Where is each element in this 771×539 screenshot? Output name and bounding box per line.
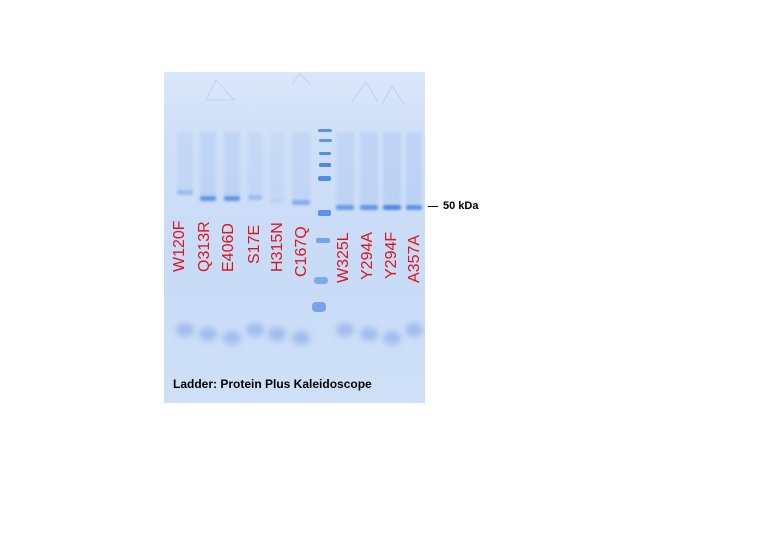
dye-front-blob (246, 323, 264, 337)
lane-label-9: Y294F (383, 231, 400, 279)
lane-smear (248, 132, 262, 195)
lane-label-3: E406D (220, 223, 237, 272)
protein-band (406, 205, 422, 210)
lane-smear (360, 132, 378, 205)
lane-label-4: S17E (246, 224, 263, 264)
ladder-caption: Ladder: Protein Plus Kaleidoscope (173, 377, 372, 391)
gel-image: W120F Q313R E406D S17E H315N C167Q W325L… (164, 72, 425, 403)
protein-band (200, 196, 216, 201)
ladder-band (316, 238, 330, 243)
lane-smear (224, 132, 240, 196)
dye-front-blob (360, 327, 378, 341)
lane-smear (406, 132, 422, 205)
gel-bands (176, 73, 423, 345)
dye-front-blob (268, 327, 286, 341)
dye-front-blob (176, 323, 194, 337)
protein-band (292, 200, 310, 205)
marker-label: 50 kDa (443, 200, 479, 212)
lane-smear (383, 132, 401, 205)
protein-band (224, 196, 240, 201)
lane-label-8: Y294A (359, 231, 376, 280)
marker-tick (428, 205, 438, 207)
lane-smear (336, 132, 354, 205)
ladder-band (318, 210, 331, 216)
dye-front-blob (292, 331, 310, 345)
protein-band (360, 205, 378, 210)
protein-band (270, 198, 284, 203)
dye-front-blob (383, 331, 401, 345)
ladder-band (318, 129, 332, 132)
ladder-band (319, 139, 332, 142)
protein-band (383, 205, 401, 210)
lane-label-10: A357A (406, 234, 423, 283)
dye-front-blob (336, 323, 354, 337)
lane-label-5: H315N (269, 222, 286, 272)
dye-front (176, 323, 423, 345)
dye-front-blob (223, 331, 241, 345)
lane-smear (177, 132, 193, 190)
ladder-band (319, 152, 331, 155)
molecular-weight-marker: 50 kDa (428, 200, 478, 212)
lane-smear (292, 132, 310, 200)
ladder-band (318, 176, 331, 181)
dye-front-blob (199, 327, 217, 341)
ladder-band (319, 163, 331, 167)
protein-band (248, 195, 262, 200)
lane-label-1: W120F (171, 220, 188, 272)
ladder-band (314, 277, 328, 284)
protein-band (177, 190, 193, 195)
dye-front-blob (405, 323, 423, 337)
lane-label-2: Q313R (196, 221, 213, 272)
ladder-band (312, 302, 326, 312)
lane-smears (177, 132, 422, 205)
lane-smear (200, 132, 216, 196)
lane-label-7: W325L (335, 232, 352, 283)
protein-band (336, 205, 354, 210)
lane-label-6: C167Q (293, 226, 310, 277)
gel-wells (205, 73, 405, 105)
lane-smear (270, 132, 284, 198)
lane-bands (177, 190, 422, 210)
ladder-lane (312, 129, 332, 312)
